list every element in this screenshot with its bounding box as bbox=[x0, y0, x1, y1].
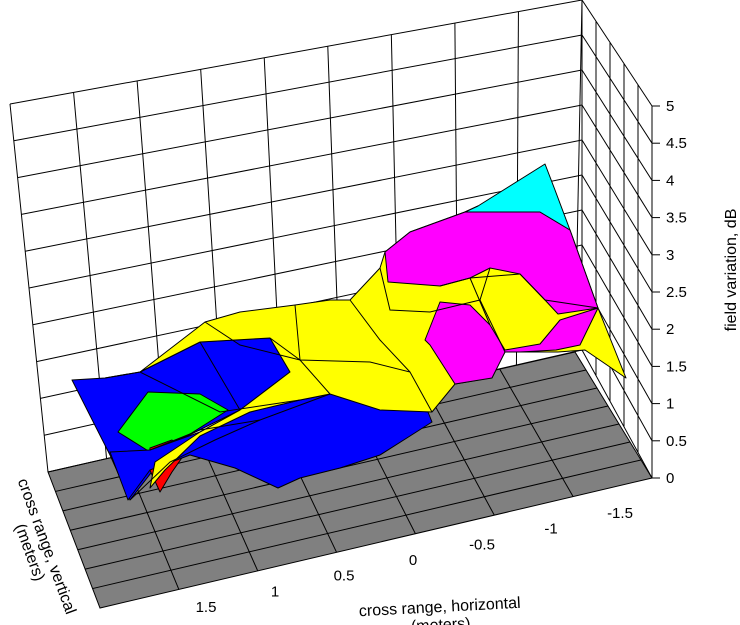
z-grid-line bbox=[13, 34, 583, 142]
x-tick-label: -1 bbox=[544, 521, 557, 538]
x-tick-label: -0.5 bbox=[469, 536, 495, 553]
x-tick-label: 1.5 bbox=[196, 599, 217, 616]
surface bbox=[71, 163, 627, 501]
floor-grid-line bbox=[92, 459, 642, 590]
surface-mesh-line bbox=[479, 267, 506, 353]
z-grid-line bbox=[25, 139, 583, 252]
z-grid-line bbox=[581, 139, 653, 256]
surface-mesh-line bbox=[519, 273, 599, 309]
z-axis-label: field variation, dB bbox=[723, 209, 740, 332]
z-grid-line bbox=[581, 34, 653, 144]
z-tick-label: 2.5 bbox=[666, 284, 687, 301]
surface-mesh-line bbox=[104, 371, 301, 413]
surface-mesh-line bbox=[204, 321, 433, 413]
surface-mesh-line bbox=[379, 267, 481, 313]
z-tick-label: 2 bbox=[666, 321, 674, 338]
z-grid-line bbox=[581, 349, 653, 479]
x-axis-ticks: 1.5 1 0.5 0 -0.5 -1 -1.5 bbox=[196, 505, 633, 616]
z-tick-label: 0.5 bbox=[666, 433, 687, 450]
z-grid-line bbox=[581, 209, 653, 330]
z-grid-line bbox=[17, 69, 583, 179]
z-tick-label: 5 bbox=[666, 98, 674, 115]
x-tick-label: 0.5 bbox=[334, 568, 355, 585]
floor-grid-line bbox=[77, 423, 620, 551]
x-tick-label: 1 bbox=[271, 583, 279, 600]
surface-mesh-line bbox=[469, 277, 491, 326]
z-tick-label: 0 bbox=[666, 470, 674, 487]
surface-mesh bbox=[104, 267, 599, 501]
surface-mesh-line bbox=[294, 304, 301, 361]
z-tick-label: 4.5 bbox=[666, 135, 687, 152]
z-grid-line bbox=[581, 104, 653, 218]
z-grid-line bbox=[21, 104, 583, 215]
surface-mesh-line bbox=[129, 419, 261, 501]
z-grid-line bbox=[581, 0, 653, 107]
z-grid-line bbox=[581, 174, 653, 293]
z-tick-label: 4 bbox=[666, 172, 674, 189]
surface-region-magenta bbox=[424, 301, 599, 385]
x-tick-label: -1.5 bbox=[607, 505, 633, 522]
z-axis-ticks: 0 0.5 1 1.5 2 2.5 3 3.5 4 4.5 5 bbox=[652, 98, 687, 487]
floor-grid-line bbox=[85, 441, 631, 570]
z-grid-line bbox=[581, 69, 653, 181]
z-tick-label: 1 bbox=[666, 396, 674, 413]
x-axis-label-line: (meters) bbox=[411, 615, 471, 625]
z-tick-label: 3 bbox=[666, 247, 674, 264]
z-grid-line bbox=[581, 244, 653, 367]
surface-mesh-line bbox=[349, 299, 411, 373]
floor-grid-line bbox=[499, 368, 574, 497]
z-tick-label: 1.5 bbox=[666, 358, 687, 375]
surface-region-cyan bbox=[464, 163, 571, 231]
x-tick-label: 0 bbox=[409, 552, 417, 569]
z-grid-line bbox=[28, 174, 583, 289]
surface-mesh-line bbox=[199, 341, 241, 411]
z-grid-line bbox=[9, 0, 583, 105]
x-axis-label: cross range, horizontal(meters) bbox=[359, 595, 522, 625]
z-tick-label: 3.5 bbox=[666, 210, 687, 227]
surface-mesh-line bbox=[149, 393, 331, 451]
